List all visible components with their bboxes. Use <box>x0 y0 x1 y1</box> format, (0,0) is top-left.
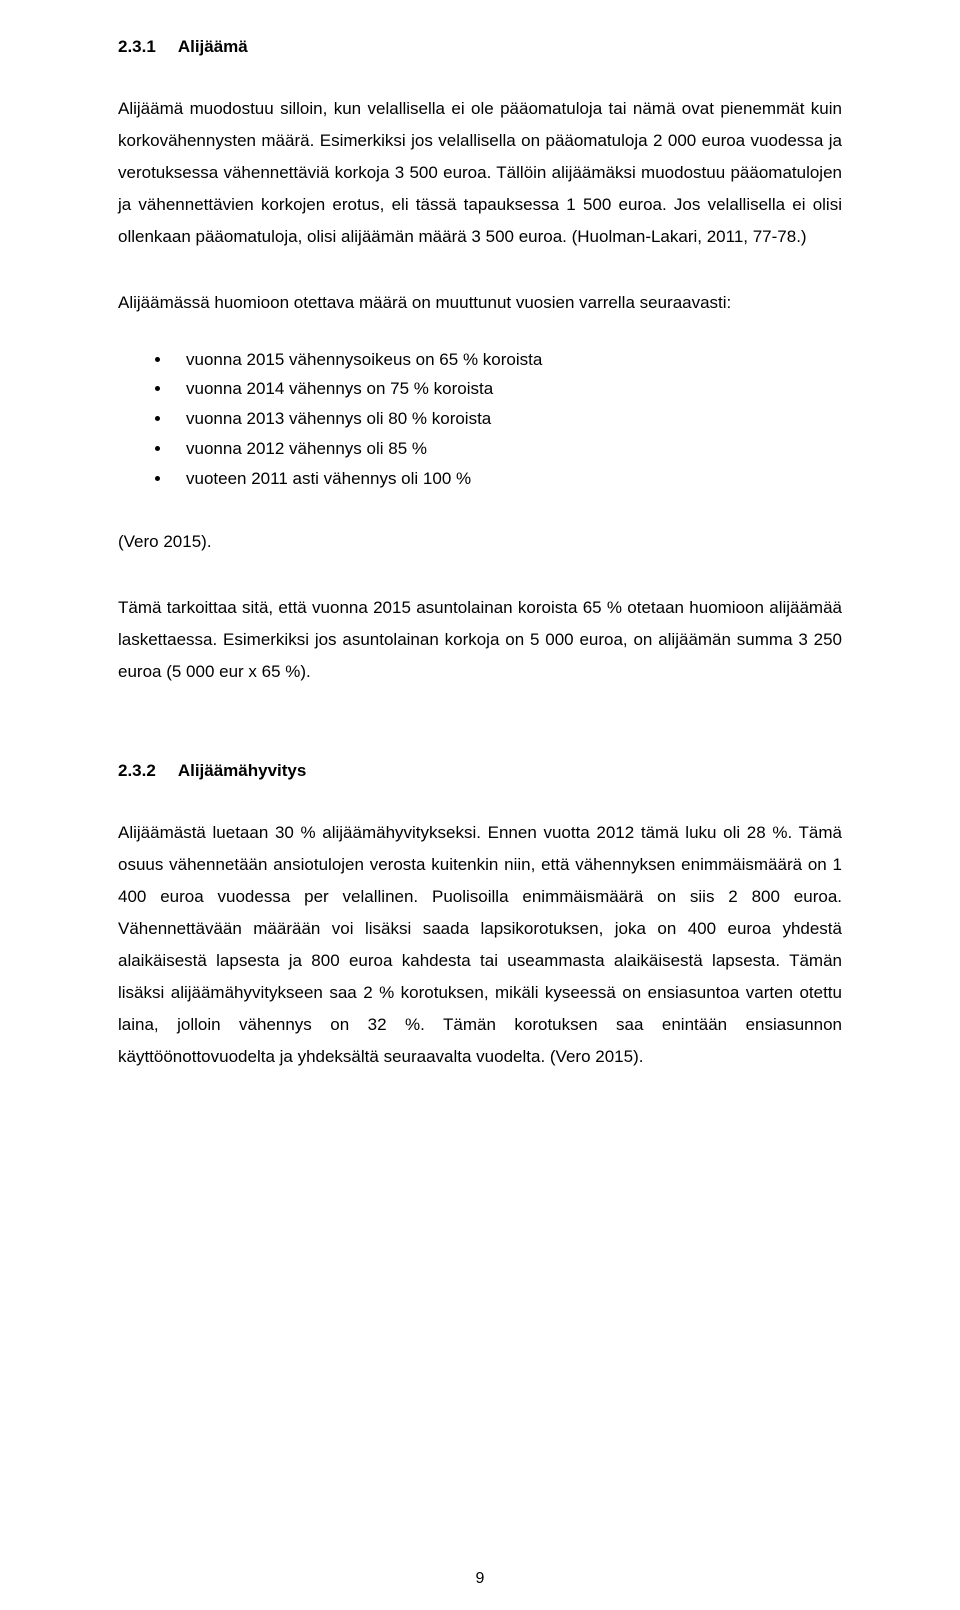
list-item: vuonna 2014 vähennys on 75 % koroista <box>172 376 842 402</box>
body-paragraph: Alijäämästä luetaan 30 % alijäämähyvityk… <box>118 817 842 1073</box>
section-heading-alijaamahyvitys: 2.3.2 Alijäämähyvitys <box>118 759 842 783</box>
list-item: vuonna 2013 vähennys oli 80 % koroista <box>172 406 842 432</box>
body-paragraph: Alijäämässä huomioon otettava määrä on m… <box>118 287 842 319</box>
body-paragraph: Tämä tarkoittaa sitä, että vuonna 2015 a… <box>118 592 842 688</box>
list-item: vuonna 2015 vähennysoikeus on 65 % koroi… <box>172 347 842 373</box>
body-paragraph: Alijäämä muodostuu silloin, kun velallis… <box>118 93 842 253</box>
section-spacer <box>118 721 842 759</box>
section-number: 2.3.1 <box>118 35 156 59</box>
body-paragraph: (Vero 2015). <box>118 526 842 558</box>
list-item: vuonna 2012 vähennys oli 85 % <box>172 436 842 462</box>
section-number: 2.3.2 <box>118 759 156 783</box>
section-title: Alijäämähyvitys <box>178 761 307 780</box>
section-title: Alijäämä <box>178 37 248 56</box>
list-item: vuoteen 2011 asti vähennys oli 100 % <box>172 466 842 492</box>
section-heading-alijaama: 2.3.1 Alijäämä <box>118 35 842 59</box>
page-number: 9 <box>0 1570 960 1588</box>
document-page: 2.3.1 Alijäämä Alijäämä muodostuu silloin… <box>0 0 960 1610</box>
bullet-list: vuonna 2015 vähennysoikeus on 65 % koroi… <box>118 347 842 492</box>
